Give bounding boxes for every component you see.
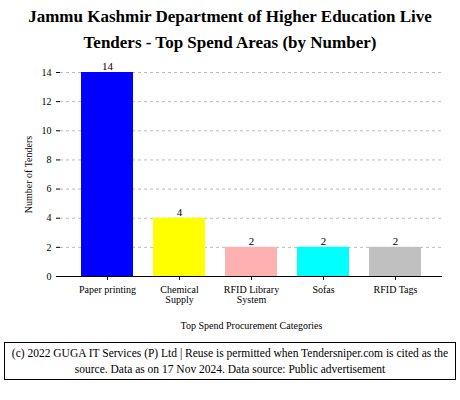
svg-text:RFID Tags: RFID Tags [374, 284, 418, 295]
svg-text:8: 8 [47, 154, 52, 165]
svg-text:2: 2 [249, 235, 255, 247]
svg-text:ChemicalSupply: ChemicalSupply [160, 284, 199, 305]
svg-text:10: 10 [42, 125, 52, 136]
svg-text:2: 2 [47, 242, 52, 253]
html-text:(c) 2022 GUGA IT Services (P): (c) 2022 GUGA IT Services (P) Ltd | Reus… [11, 347, 449, 375]
html-text:Jammu Kashmir Department of Hi: Jammu Kashmir Department of Higher Educa… [28, 7, 432, 52]
svg-text:2: 2 [321, 235, 327, 247]
svg-text:4: 4 [47, 212, 52, 223]
svg-text:14: 14 [42, 67, 52, 78]
svg-text:14: 14 [102, 60, 114, 72]
svg-text:4: 4 [177, 206, 183, 218]
svg-text:6: 6 [47, 183, 52, 194]
svg-text:12: 12 [42, 96, 52, 107]
svg-text:Number of Tenders: Number of Tenders [23, 136, 34, 214]
svg-text:0: 0 [47, 271, 52, 282]
svg-text:Paper printing: Paper printing [79, 284, 136, 295]
svg-text:Top Spend Procurement Categori: Top Spend Procurement Categories [181, 320, 323, 331]
svg-text:2: 2 [393, 235, 399, 247]
svg-text:Sofas: Sofas [312, 284, 334, 295]
svg-text:RFID LibrarySystem: RFID LibrarySystem [224, 284, 279, 305]
